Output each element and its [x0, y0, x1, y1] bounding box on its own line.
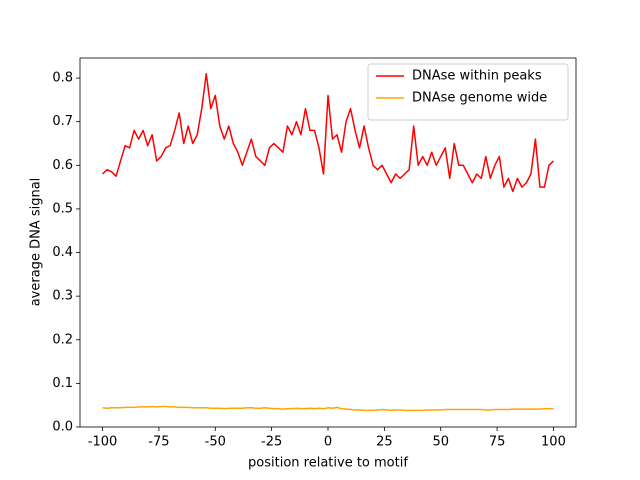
y-tick-label: 0.0 — [52, 420, 73, 435]
legend-label: DNAse genome wide — [412, 91, 547, 106]
legend-box — [367, 63, 569, 121]
data-line — [102, 72, 554, 193]
data-line — [102, 405, 554, 412]
x-axis-label: position relative to motif — [248, 456, 408, 471]
y-tick-label: 0.5 — [52, 201, 73, 216]
y-tick-label: 0.4 — [52, 245, 73, 260]
y-tick-label: 0.8 — [52, 71, 73, 86]
x-tick-label: -100 — [88, 435, 118, 450]
y-tick-label: 0.1 — [52, 376, 73, 391]
x-tick-label: -25 — [261, 435, 282, 450]
y-tick-label: 0.2 — [52, 332, 73, 347]
y-tick-label: 0.7 — [52, 114, 73, 129]
x-tick-label: 100 — [541, 435, 566, 450]
x-tick-label: 75 — [489, 435, 506, 450]
x-tick-label: 0 — [324, 435, 332, 450]
legend-label: DNAse within peaks — [412, 69, 542, 84]
x-tick-label: 50 — [432, 435, 449, 450]
y-axis-label: average DNA signal — [29, 178, 44, 307]
x-tick-label: -50 — [205, 435, 226, 450]
y-tick-label: 0.3 — [52, 289, 73, 304]
x-tick-label: -75 — [148, 435, 169, 450]
x-tick-label: 25 — [376, 435, 393, 450]
y-tick-label: 0.6 — [52, 158, 73, 173]
